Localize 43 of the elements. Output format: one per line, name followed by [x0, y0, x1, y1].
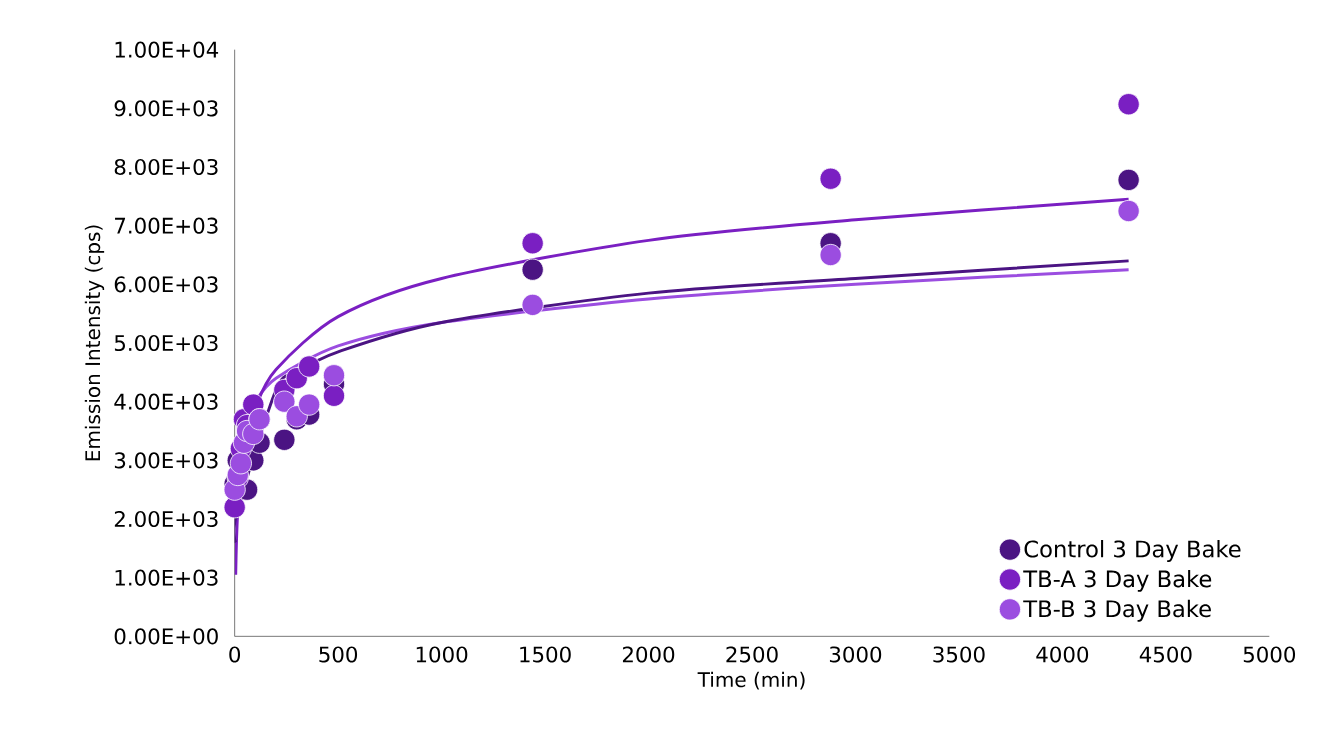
- x-tick-label: 2500: [726, 646, 778, 663]
- x-axis-title: Time (min): [697, 671, 805, 690]
- point: [298, 393, 321, 416]
- legend-label: TB-B 3 Day Bake: [1023, 599, 1211, 622]
- point: [521, 232, 544, 255]
- point: [273, 390, 296, 413]
- point: [1117, 93, 1140, 116]
- x-tick-label: 500: [319, 646, 358, 663]
- x-tick-label: 4000: [1036, 646, 1089, 663]
- x-tick-label: 2000: [622, 646, 675, 663]
- point: [521, 258, 544, 281]
- point: [819, 167, 842, 190]
- y-tick-label: 8.00E+03: [114, 158, 218, 176]
- point: [273, 428, 296, 451]
- point: [1117, 199, 1140, 223]
- x-tick-label: 1000: [416, 646, 468, 663]
- x-tick-label: 5000: [1243, 646, 1296, 663]
- y-tick-label: 6.00E+03: [114, 276, 218, 293]
- point: [298, 355, 321, 378]
- point: [322, 384, 346, 407]
- y-tick-label: 2.00E+03: [114, 510, 218, 528]
- point: [819, 243, 842, 267]
- y-tick-label: 3.00E+03: [114, 452, 218, 469]
- point: [223, 496, 246, 519]
- y-tick-label: 5.00E+03: [114, 334, 218, 352]
- x-tick-label: 1500: [520, 646, 571, 663]
- x-tick-label: 4500: [1139, 646, 1192, 663]
- y-tick-label: 1.00E+04: [115, 41, 219, 58]
- x-tick-label: 3000: [829, 646, 882, 663]
- y-tick-label: 1.00E+03: [115, 569, 218, 586]
- y-tick-label: 9.00E+03: [114, 100, 218, 117]
- y-tick-label: 0.00E+00: [114, 628, 218, 645]
- y-tick-label: 4.00E+03: [114, 393, 218, 410]
- point: [285, 367, 308, 390]
- y-tick-label: 7.00E+03: [115, 217, 218, 234]
- legend-label: TB-A 3 Day Bake: [1023, 569, 1212, 592]
- point: [322, 364, 346, 387]
- legend-label: Control 3 Day Bake: [1024, 539, 1241, 562]
- point: [521, 293, 544, 316]
- point: [1117, 168, 1140, 191]
- x-tick-label: 0: [229, 646, 241, 663]
- y-axis-title: Emission Intensity (cps): [84, 225, 105, 461]
- x-tick-label: 3500: [933, 646, 985, 663]
